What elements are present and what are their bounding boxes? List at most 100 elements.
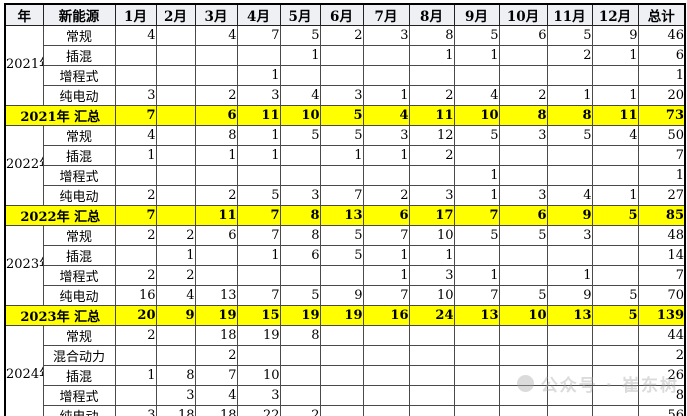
value-cell: 4 — [453, 85, 500, 106]
summary-label: 2021年 汇总 — [4, 105, 116, 126]
category-cell: 插混 — [42, 245, 116, 266]
column-header: 2月 — [155, 3, 196, 26]
data-row: 增程式 3 4 3 8 — [5, 385, 686, 406]
value-cell: 7 — [236, 225, 281, 246]
category-cell: 增程式 — [42, 385, 116, 406]
value-cell: 1 — [453, 185, 500, 206]
value-cell — [546, 405, 593, 416]
value-cell — [194, 45, 238, 66]
value-cell: 18 — [194, 325, 238, 346]
value-cell: 3 — [236, 385, 281, 406]
summary-value-cell: 5 — [319, 105, 364, 126]
table-header: 年新能源 1月 2月 3月 4月 5月 6月 7月 8月 9月 10月 11月 12月 总计 — [4, 3, 686, 26]
value-cell: 5 — [319, 225, 364, 246]
category-cell: 纯电动 — [42, 85, 116, 106]
summary-value-cell — [155, 105, 196, 126]
value-cell: 3 — [498, 185, 548, 206]
summary-value-cell: 15 — [236, 305, 281, 326]
value-cell: 2 — [114, 225, 157, 246]
value-cell — [498, 325, 548, 346]
value-cell — [498, 365, 548, 386]
category-cell: 混合动力 — [42, 345, 116, 366]
value-cell — [279, 345, 321, 366]
value-cell — [319, 45, 364, 66]
column-header: 总计 — [637, 3, 686, 26]
value-cell — [498, 145, 548, 166]
value-cell — [236, 345, 281, 366]
total-cell: 1 — [637, 65, 686, 86]
value-cell: 16 — [114, 285, 157, 306]
value-cell: 3 — [236, 85, 281, 106]
value-cell: 5 — [453, 225, 500, 246]
value-cell — [155, 45, 196, 66]
value-cell — [362, 345, 410, 366]
value-cell: 5 — [453, 25, 500, 46]
summary-value-cell: 13 — [319, 205, 364, 226]
total-cell: 8 — [637, 385, 686, 406]
value-cell — [591, 245, 639, 266]
summary-value-cell: 19 — [194, 305, 238, 326]
summary-total-cell: 73 — [637, 105, 686, 126]
summary-value-cell: 24 — [408, 305, 455, 326]
data-row: 插混 1 1 1 2 1 6 — [5, 45, 686, 66]
value-cell — [319, 385, 364, 406]
summary-value-cell: 6 — [362, 205, 410, 226]
value-cell: 7 — [453, 285, 500, 306]
value-cell — [155, 345, 196, 366]
summary-value-cell: 17 — [408, 205, 455, 226]
value-cell — [408, 365, 455, 386]
data-row: 增程式 2 2 1 3 1 1 7 — [5, 265, 686, 286]
summary-value-cell: 5 — [591, 305, 639, 326]
summary-value-cell: 16 — [362, 305, 410, 326]
summary-value-cell: 13 — [453, 305, 500, 326]
value-cell — [319, 65, 364, 86]
value-cell — [546, 245, 593, 266]
value-cell — [498, 265, 548, 286]
total-cell: 7 — [637, 265, 686, 286]
summary-value-cell: 6 — [498, 205, 548, 226]
value-cell: 1 — [155, 245, 196, 266]
value-cell — [546, 165, 593, 186]
value-cell: 5 — [498, 285, 548, 306]
value-cell — [498, 345, 548, 366]
value-cell: 8 — [279, 325, 321, 346]
category-cell: 插混 — [42, 365, 116, 386]
value-cell — [155, 185, 196, 206]
value-cell — [362, 365, 410, 386]
summary-value-cell: 9 — [155, 305, 196, 326]
value-cell: 12 — [408, 125, 455, 146]
value-cell: 1 — [114, 145, 157, 166]
summary-value-cell: 5 — [591, 205, 639, 226]
value-cell: 1 — [194, 145, 238, 166]
value-cell: 7 — [236, 285, 281, 306]
total-cell: 14 — [637, 245, 686, 266]
value-cell — [319, 365, 364, 386]
value-cell — [591, 365, 639, 386]
value-cell: 1 — [591, 185, 639, 206]
column-header: 5月 — [279, 3, 321, 26]
column-header: 12月 — [591, 3, 639, 26]
value-cell: 2 — [362, 185, 410, 206]
value-cell: 2 — [155, 265, 196, 286]
total-cell: 1 — [637, 165, 686, 186]
value-cell: 1 — [362, 265, 410, 286]
value-cell — [362, 165, 410, 186]
value-cell: 2 — [194, 85, 238, 106]
value-cell: 1 — [362, 245, 410, 266]
value-cell: 1 — [236, 145, 281, 166]
value-cell — [546, 145, 593, 166]
total-cell: 2 — [637, 345, 686, 366]
data-row: 2024年常规21819844 — [4, 325, 686, 416]
value-cell: 7 — [194, 365, 238, 386]
total-cell: 44 — [637, 325, 686, 346]
value-cell: 7 — [362, 285, 410, 306]
summary-label: 2023年 汇总 — [4, 305, 116, 326]
value-cell: 1 — [408, 45, 455, 66]
value-cell: 5 — [546, 125, 593, 146]
value-cell: 1 — [453, 165, 500, 186]
total-cell: 26 — [637, 365, 686, 386]
value-cell: 1 — [114, 365, 157, 386]
value-cell: 2 — [114, 185, 157, 206]
value-cell: 8 — [155, 365, 196, 386]
